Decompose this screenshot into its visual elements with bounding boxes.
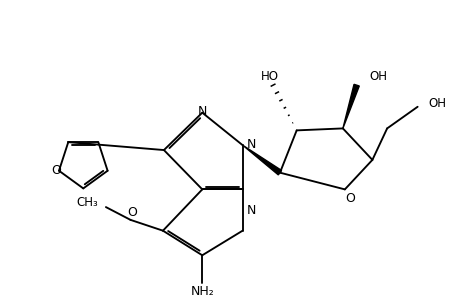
Polygon shape bbox=[343, 84, 359, 129]
Text: HO: HO bbox=[261, 70, 279, 83]
Text: O: O bbox=[345, 192, 355, 205]
Text: CH₃: CH₃ bbox=[76, 196, 98, 209]
Text: N: N bbox=[247, 203, 256, 217]
Text: O: O bbox=[51, 164, 61, 177]
Text: OH: OH bbox=[428, 97, 446, 110]
Text: N: N bbox=[198, 105, 207, 118]
Text: OH: OH bbox=[370, 70, 387, 83]
Polygon shape bbox=[242, 145, 282, 175]
Text: N: N bbox=[247, 138, 256, 151]
Text: O: O bbox=[128, 207, 137, 219]
Text: NH₂: NH₂ bbox=[190, 285, 214, 298]
